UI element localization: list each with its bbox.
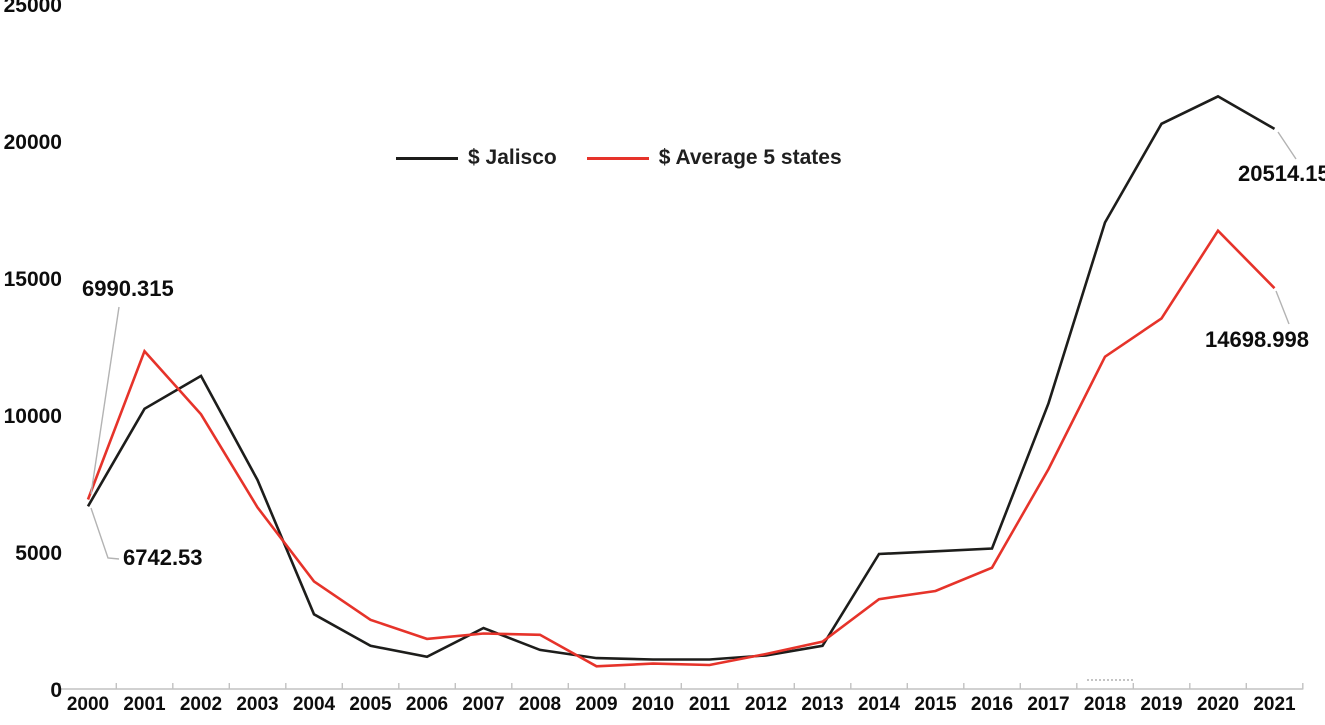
x-axis [59,683,1304,690]
x-tick-label-2005: 2005 [349,694,392,715]
x-tick-label-2012: 2012 [744,694,788,715]
series-lines [86,94,1276,668]
x-tick-label-2000: 2000 [66,694,110,715]
x-tick-label-2010: 2010 [631,694,675,715]
leader-jalisco-start [90,507,120,560]
leader-jalisco-end [1277,131,1297,160]
leader-avg-end [1275,290,1290,325]
x-tick-label-2011: 2011 [688,694,731,715]
x-tick-label-2015: 2015 [914,694,957,715]
data-label-average-2000: 6990.315 [82,276,174,301]
y-tick-label-15000: 15000 [3,268,62,291]
x-tick-label-2004: 2004 [292,694,336,715]
leader-avg-start [90,306,120,495]
average-5-states-line [86,228,1276,668]
callout-leader-lines [90,131,1297,560]
artifact-ghost-dots-2018 [1087,679,1133,681]
y-tick-label-25000: 25000 [3,0,62,17]
legend-label-jalisco: $ Jalisco [468,146,557,169]
x-tick-label-2016: 2016 [970,694,1014,715]
x-tick-label-2007: 2007 [462,694,505,715]
average-line-swatch [586,156,649,160]
x-tick-label-2008: 2008 [518,694,562,715]
x-tick-label-2019: 2019 [1140,694,1183,715]
y-tick-label-0: 0 [50,679,62,702]
data-label-average-2021: 14698.998 [1205,327,1309,352]
x-tick-label-2020: 2020 [1196,694,1240,715]
y-tick-label-20000: 20000 [3,131,62,154]
x-tick-label-2013: 2013 [801,694,844,715]
x-tick-label-2001: 2001 [123,694,166,715]
legend-item-average: $ Average 5 states [586,146,842,170]
y-tick-label-10000: 10000 [3,405,62,428]
x-tick-label-2003: 2003 [236,694,279,715]
jalisco-line-swatch [396,156,458,160]
x-tick-label-2009: 2009 [575,694,618,715]
x-tick-label-2006: 2006 [405,694,449,715]
jalisco-line [86,94,1276,661]
x-tick-label-2018: 2018 [1083,694,1127,715]
x-tick-label-2021: 2021 [1253,694,1296,715]
x-tick-label-2014: 2014 [857,694,901,715]
legend: $ Jalisco $ Average 5 states [396,146,842,170]
data-label-jalisco-2000: 6742.53 [123,545,203,570]
x-tick-label-2002: 2002 [179,694,223,715]
y-tick-label-5000: 5000 [15,542,62,565]
legend-label-average: $ Average 5 states [658,146,842,169]
legend-item-jalisco: $ Jalisco [396,146,557,170]
data-label-jalisco-2021: 20514.15 [1238,161,1325,186]
x-tick-label-2017: 2017 [1027,694,1070,715]
